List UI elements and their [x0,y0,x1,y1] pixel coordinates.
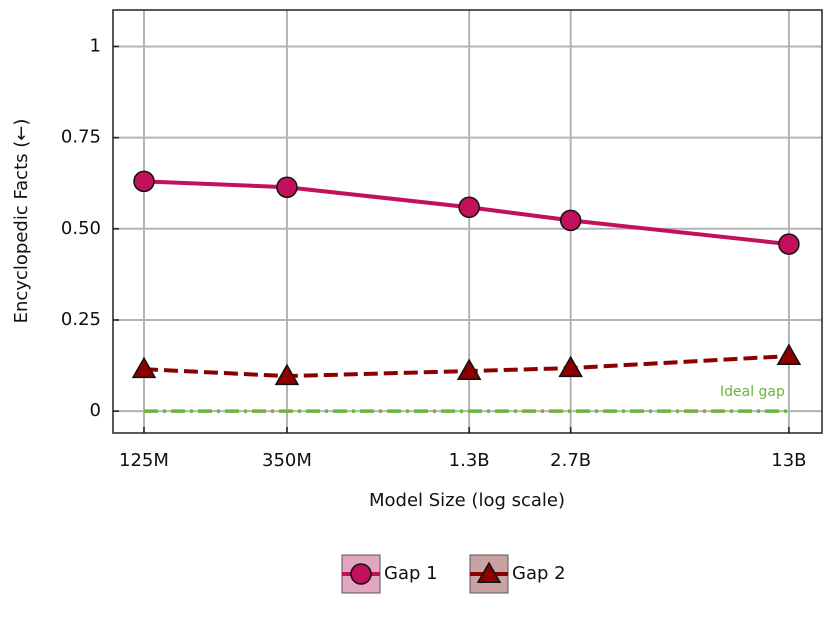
marker [350,563,372,585]
marker [276,176,298,198]
y-tick-label: 0.25 [61,309,101,330]
y-axis-label: Encyclopedic Facts (←) [11,119,32,324]
marker [476,561,502,583]
marker [776,343,802,366]
x-tick-label: 350M [262,450,312,471]
x-tick-label: 125M [119,450,169,471]
marker [778,233,800,255]
legend: Gap 1 Gap 2 [341,554,566,594]
plot-frame [112,9,823,434]
x-tick-label: 13B [771,450,806,471]
x-axis-label: Model Size (log scale) [369,490,565,511]
marker [456,358,482,381]
legend-label: Gap 1 [384,563,438,584]
y-tick-label: 0.75 [61,127,101,148]
legend-label: Gap 2 [512,563,566,584]
x-tick-label: 2.7B [550,450,591,471]
marks: Ideal gap [131,170,802,413]
y-tick-label: 0.50 [61,218,101,239]
marker [559,209,582,232]
x-tick-label: 1.3B [449,450,490,471]
y-tick-label: 0 [90,400,101,421]
y-tick-label: 1 [90,35,101,56]
marker [131,356,157,379]
marker [274,363,300,386]
marker [133,170,155,193]
marker [458,196,480,219]
reference-label: Ideal gap [720,384,785,400]
marker [558,355,583,378]
